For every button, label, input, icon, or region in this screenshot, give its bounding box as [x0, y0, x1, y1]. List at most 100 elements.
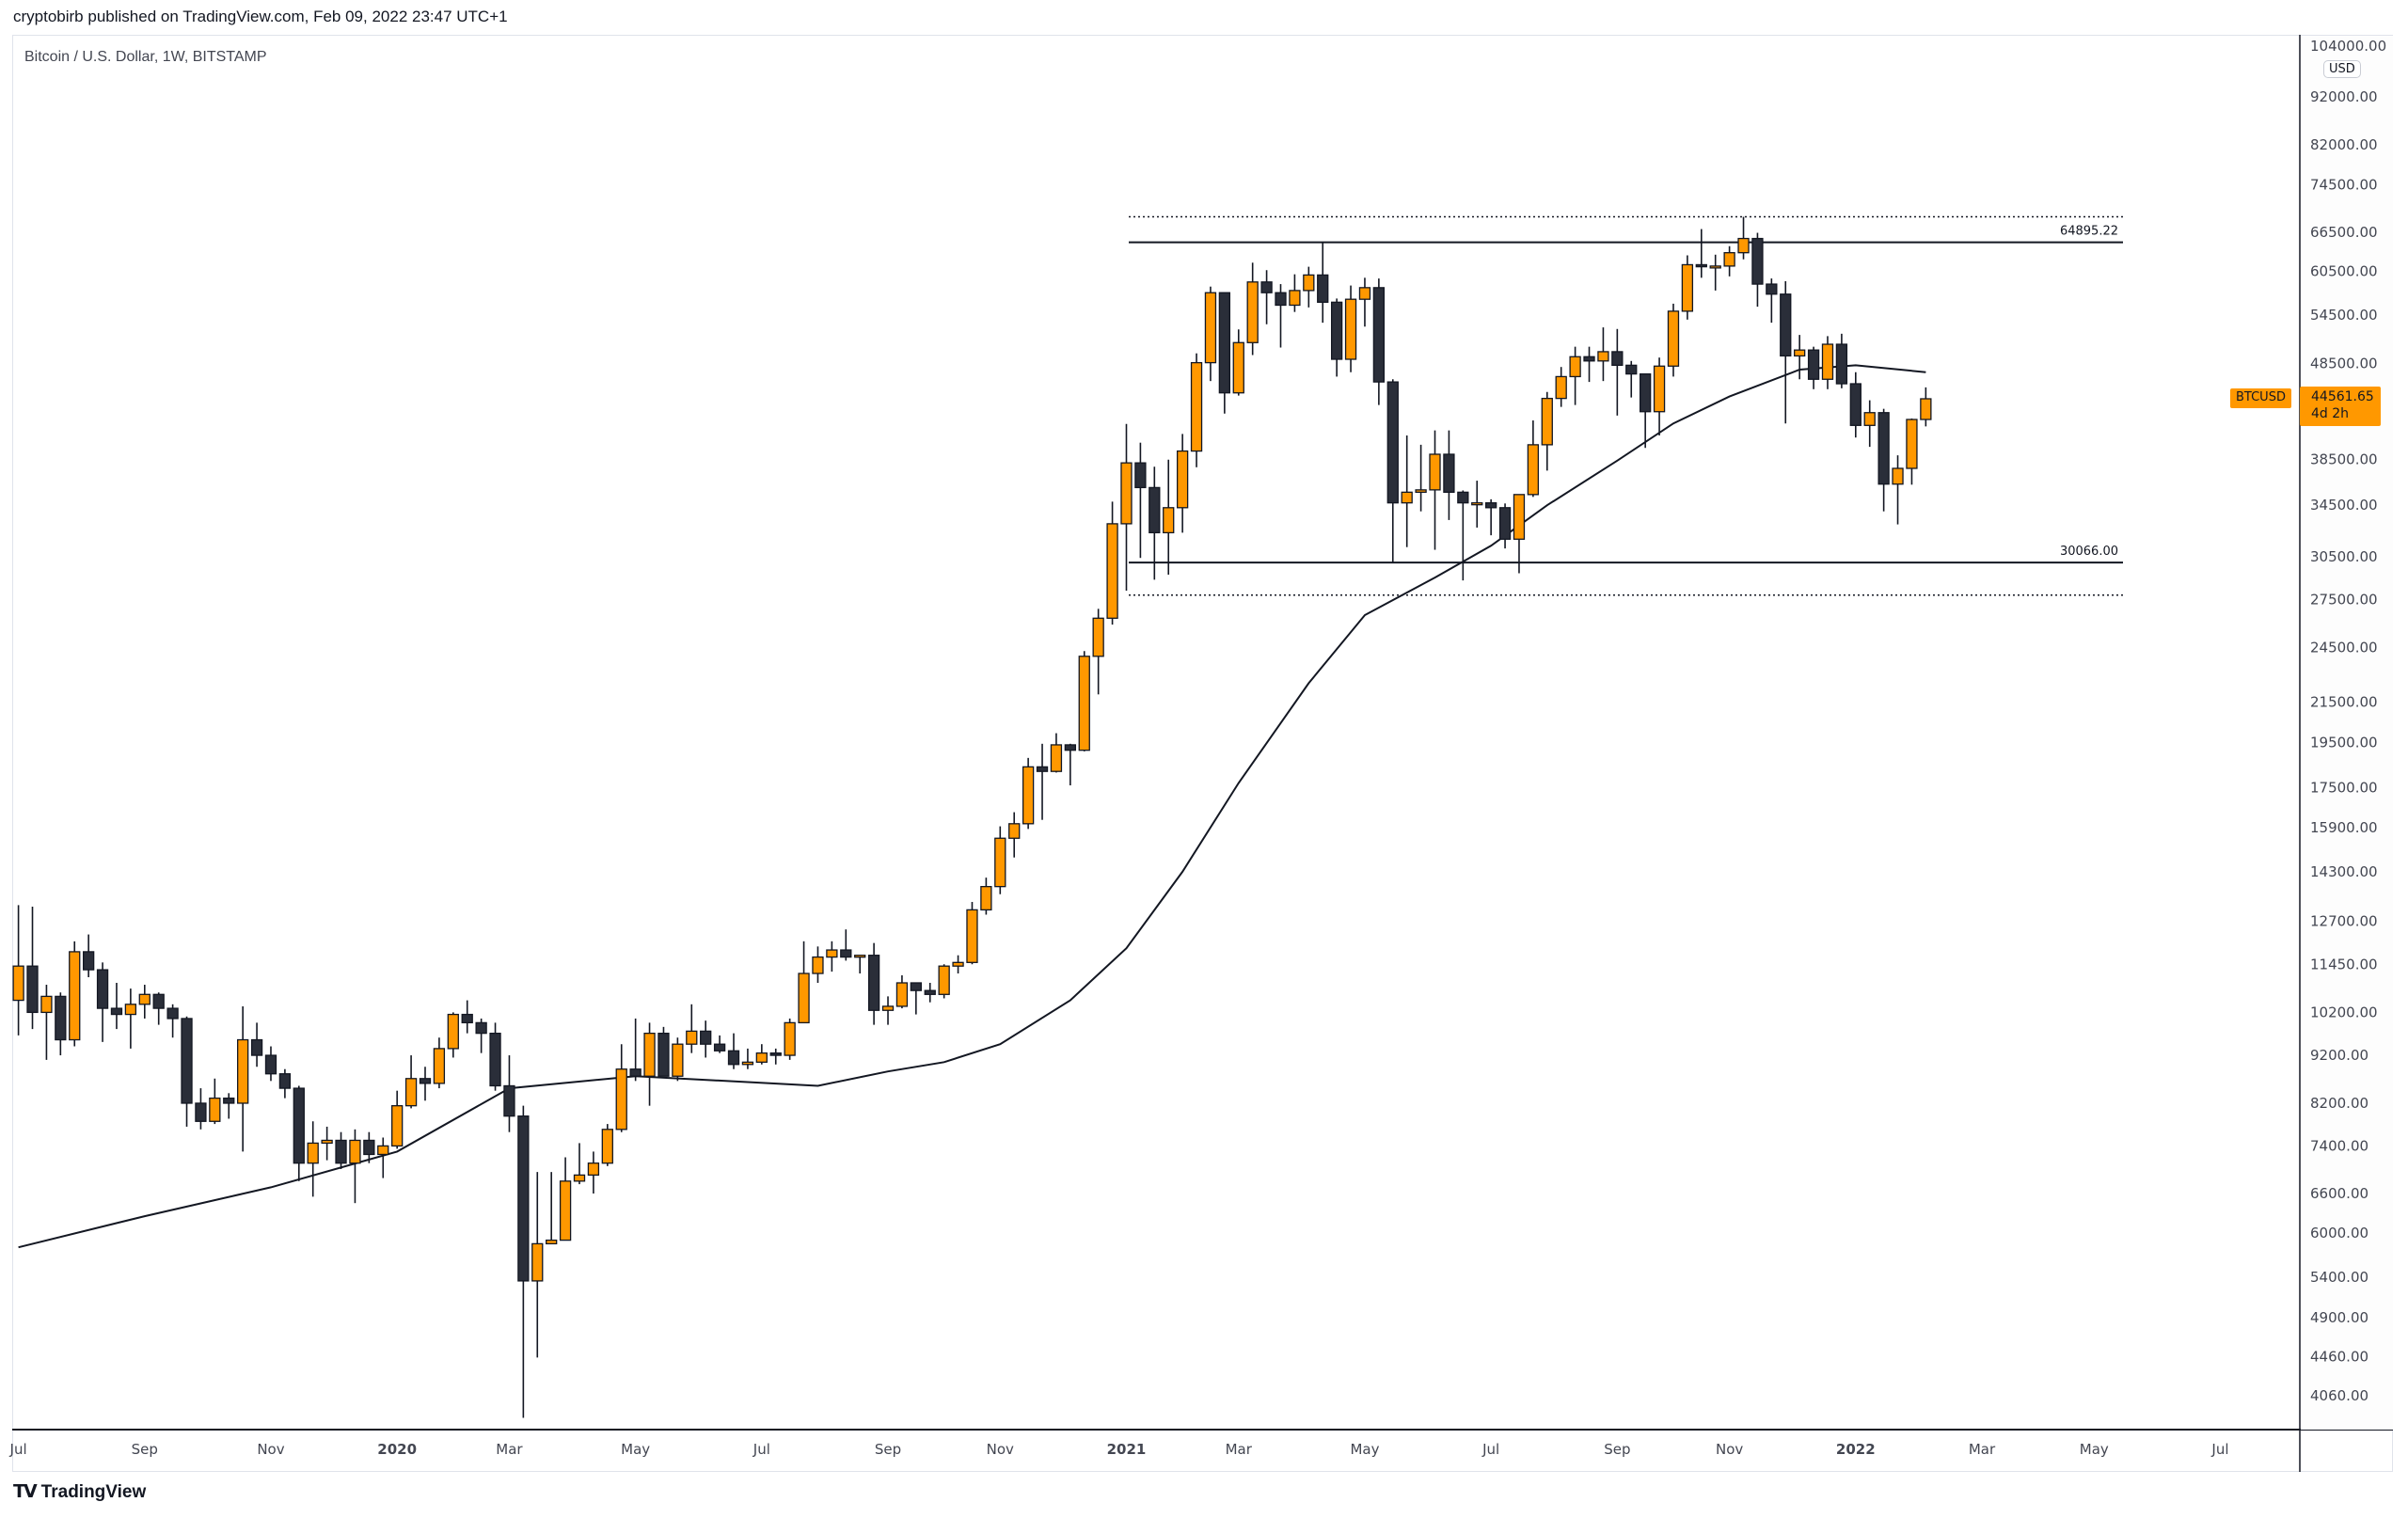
candle — [643, 1022, 656, 1106]
candle — [798, 941, 810, 1024]
bull-candle-body — [377, 1145, 389, 1156]
candle — [1218, 292, 1231, 414]
candle — [1766, 278, 1778, 324]
bear-candle-body — [503, 1084, 515, 1117]
candle — [1667, 303, 1680, 377]
bull-candle-body — [546, 1239, 558, 1245]
candle — [419, 1067, 432, 1101]
candle — [1078, 651, 1090, 751]
bull-candle-body — [1920, 398, 1932, 420]
bull-candle-body — [1513, 494, 1526, 540]
candle — [769, 1048, 782, 1065]
currency-label[interactable]: USD — [2323, 60, 2361, 78]
y-tick-label: 24500.00 — [2310, 640, 2378, 656]
candle — [1163, 459, 1175, 576]
candle — [1906, 418, 1918, 485]
bull-candle-body — [615, 1068, 627, 1131]
bull-candle-body — [1303, 274, 1315, 292]
candle — [741, 1048, 754, 1069]
bear-candle-body — [840, 949, 852, 958]
tradingview-logo-text: TradingView — [40, 1481, 147, 1502]
bull-candle-body — [1106, 523, 1118, 619]
bull-candle-body — [1163, 507, 1175, 534]
candle — [489, 1022, 501, 1091]
y-tick-label: 66500.00 — [2310, 224, 2378, 241]
candle — [1709, 254, 1721, 291]
candle — [1317, 242, 1329, 324]
candle — [1092, 609, 1104, 695]
bear-candle-body — [489, 1032, 501, 1087]
x-tick-label: Sep — [875, 1441, 901, 1458]
bear-candle-body — [264, 1054, 277, 1075]
y-tick-label: 48500.00 — [2310, 356, 2378, 372]
candle — [1498, 503, 1512, 549]
candle — [727, 1033, 740, 1069]
bear-candle-body — [1583, 356, 1595, 362]
bull-candle-body — [854, 955, 866, 958]
tradingview-logo[interactable]: 𝗧𝗩 TradingView — [13, 1481, 146, 1503]
bull-candle-body — [686, 1030, 698, 1045]
bull-candle-body — [938, 965, 950, 995]
candle — [1190, 353, 1203, 467]
candle — [1681, 255, 1694, 320]
candle — [1611, 328, 1624, 416]
candle — [672, 1037, 684, 1082]
bear-candle-body — [1443, 453, 1455, 493]
bear-candle-body — [629, 1068, 642, 1077]
candle — [1372, 278, 1386, 405]
candle — [826, 941, 838, 972]
candle — [83, 934, 95, 977]
candle — [1330, 298, 1343, 377]
candle — [404, 1055, 418, 1109]
bull-candle-body — [559, 1180, 572, 1241]
bull-candle-body — [1737, 237, 1750, 254]
bull-candle-body — [307, 1142, 319, 1164]
candle — [910, 982, 922, 1015]
bull-candle-body — [1246, 281, 1259, 343]
candle — [1275, 284, 1287, 348]
candles-group — [12, 216, 1932, 1418]
candle — [966, 901, 978, 965]
candle — [250, 1022, 263, 1067]
candle — [335, 1131, 347, 1169]
candle — [1835, 333, 1848, 388]
bear-candle-body — [1149, 486, 1161, 534]
candle — [181, 1016, 193, 1127]
bear-candle-body — [1457, 491, 1469, 504]
candle — [615, 1044, 627, 1132]
bull-candle-body — [741, 1061, 754, 1066]
candle — [1064, 743, 1076, 786]
candle — [1513, 494, 1526, 574]
candle — [1653, 357, 1666, 436]
published-by-line: cryptobirb published on TradingView.com,… — [13, 8, 508, 25]
y-tick-label: 74500.00 — [2310, 177, 2378, 194]
bull-candle-body — [321, 1139, 333, 1145]
candle — [994, 826, 1006, 894]
candle — [546, 1172, 558, 1245]
candle — [195, 1088, 207, 1130]
bear-candle-body — [250, 1038, 263, 1056]
y-tick-label: 6600.00 — [2310, 1185, 2368, 1202]
candle — [1821, 336, 1834, 389]
candle — [686, 1004, 698, 1053]
bull-candle-body — [1821, 343, 1834, 380]
candle — [952, 955, 964, 974]
bear-candle-body — [1611, 351, 1624, 367]
bull-candle-body — [1555, 375, 1567, 400]
bull-candle-body — [1050, 744, 1063, 772]
bear-candle-body — [26, 965, 39, 1014]
bull-candle-body — [798, 972, 810, 1024]
bear-candle-body — [181, 1018, 193, 1104]
bull-candle-body — [447, 1013, 459, 1050]
candle — [1877, 408, 1890, 512]
bull-candle-body — [531, 1242, 544, 1282]
bull-candle-body — [1344, 298, 1357, 360]
bull-candle-body — [1892, 467, 1904, 485]
bull-candle-body — [1415, 489, 1427, 493]
y-tick-label: 12700.00 — [2310, 912, 2378, 929]
bear-candle-body — [335, 1139, 347, 1164]
y-tick-label: 54500.00 — [2310, 307, 2378, 324]
bull-candle-body — [1289, 290, 1301, 307]
candle — [1401, 435, 1413, 547]
